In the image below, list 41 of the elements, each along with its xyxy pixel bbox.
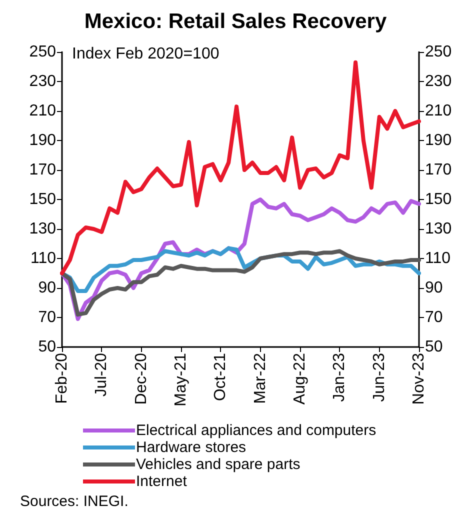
y2-tick-label: 170 (425, 162, 452, 178)
y-tick-label: 170 (29, 162, 56, 178)
y-tick-label: 110 (30, 250, 56, 267)
y-tick-label: 130 (29, 220, 56, 238)
y-tick-label: 210 (29, 102, 56, 120)
y2-tick-label: 130 (425, 220, 452, 238)
y2-tick-label: 250 (425, 44, 452, 60)
x-tick-label: Dec-20 (132, 352, 150, 405)
x-tick-label: Jan-23 (331, 352, 348, 402)
legend-label: Internet (136, 473, 188, 490)
source-note: Sources: INEGI. (20, 493, 128, 510)
x-tick-label: Jun-23 (370, 352, 388, 402)
y-tick-label: 150 (29, 191, 56, 208)
y2-tick-label: 230 (425, 73, 452, 90)
y-tick-label: 230 (29, 73, 56, 90)
y-tick-label: 190 (29, 132, 56, 149)
y2-tick-label: 110 (425, 250, 451, 267)
x-tick-label: Nov-23 (410, 352, 428, 405)
y-tick-label: 70 (38, 309, 56, 326)
chart-title: Mexico: Retail Sales Recovery (84, 10, 387, 33)
y2-tick-label: 150 (425, 191, 452, 208)
y2-tick-label: 190 (425, 132, 452, 149)
x-tick-label: Oct-21 (212, 352, 230, 402)
line-series (60, 249, 421, 317)
legend-label: Hardware stores (136, 439, 246, 456)
x-tick-label: Aug-22 (292, 352, 308, 405)
x-tick-label: Jul-20 (93, 352, 110, 397)
y2-tick-label: 210 (425, 102, 452, 120)
y2-tick-label: 50 (425, 338, 443, 356)
y-tick-label: 50 (38, 338, 56, 356)
legend-label: Vehicles and spare parts (136, 456, 300, 473)
y-tick-label: 90 (38, 280, 56, 296)
x-tick-label: Mar-22 (252, 352, 269, 404)
line-series (60, 60, 421, 276)
y2-tick-label: 90 (425, 280, 443, 296)
y-tick-label: 250 (29, 44, 56, 60)
legend-label: Electrical appliances and computers (136, 422, 376, 439)
x-tick-label: Feb-20 (54, 352, 70, 404)
x-tick-label: May-21 (172, 352, 190, 406)
annotation: Index Feb 2020=100 (72, 46, 220, 62)
y2-tick-label: 70 (425, 309, 443, 326)
